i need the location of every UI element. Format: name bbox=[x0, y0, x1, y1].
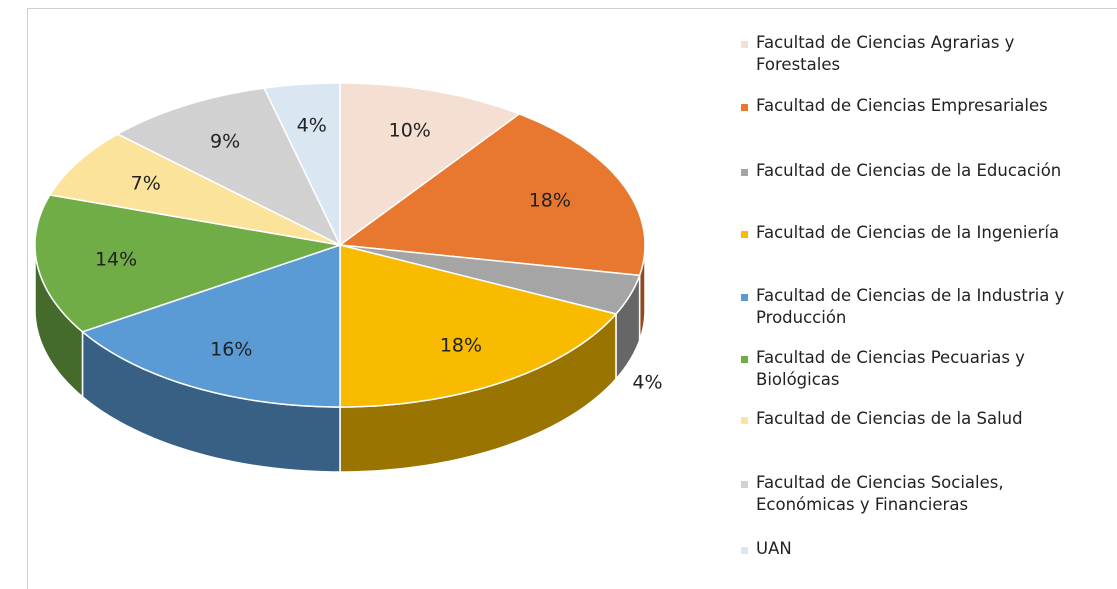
legend-swatch bbox=[741, 231, 748, 238]
legend-label: Facultad de Ciencias de la Salud bbox=[756, 409, 1023, 428]
page: {"chart_data": {"type": "pie3d", "catego… bbox=[27, 0, 1117, 589]
legend-swatch bbox=[741, 41, 748, 48]
legend-item: Facultad de Ciencias Sociales, Económica… bbox=[738, 472, 1101, 516]
legend-swatch bbox=[741, 481, 748, 488]
legend-label: Facultad de Ciencias de la Industria y P… bbox=[756, 286, 1065, 327]
slice bbox=[263, 82, 341, 246]
slice bbox=[339, 244, 618, 408]
slice bbox=[339, 244, 641, 315]
slice bbox=[80, 243, 341, 408]
legend-label: Facultad de Ciencias Agrarias y Forestal… bbox=[756, 33, 1015, 74]
legend-item: Facultad de Ciencias de la Ingeniería bbox=[738, 222, 1117, 244]
legend-label: Facultad de Ciencias de la Ingeniería bbox=[756, 223, 1060, 242]
legend-item: Facultad de Ciencias Agrarias y Forestal… bbox=[738, 32, 1101, 76]
data-label: 4% bbox=[297, 115, 327, 137]
legend: Facultad de Ciencias Agrarias y Forestal… bbox=[738, 0, 1117, 572]
data-label: 16% bbox=[210, 339, 252, 361]
data-label: 18% bbox=[529, 189, 571, 211]
chart-frame bbox=[27, 8, 1117, 589]
legend-label: Facultad de Ciencias Empresariales bbox=[756, 96, 1048, 115]
slice bbox=[34, 194, 341, 333]
legend-swatch bbox=[741, 104, 748, 111]
legend-item: Facultad de Ciencias Pecuarias y Biológi… bbox=[738, 347, 1101, 391]
legend-swatch bbox=[741, 417, 748, 424]
data-label: 10% bbox=[389, 119, 431, 141]
legend-item: Facultad de Ciencias Empresariales bbox=[738, 95, 1117, 117]
legend-label: Facultad de Ciencias Sociales, Económica… bbox=[756, 473, 1004, 514]
legend-swatch bbox=[741, 294, 748, 301]
pie-chart: 10% 18% 4% 18% 16% 14% 7% 9% 4% bbox=[34, 82, 663, 473]
legend-item: Facultad de Ciencias de la Industria y P… bbox=[738, 285, 1101, 329]
data-label: 4% bbox=[632, 372, 662, 394]
legend-item: Facultad de Ciencias de la Educación bbox=[738, 160, 1101, 182]
slice bbox=[337, 113, 646, 277]
legend-item: Facultad de Ciencias de la Salud bbox=[738, 408, 1101, 430]
slice bbox=[116, 87, 342, 247]
legend-label: Facultad de Ciencias de la Educación bbox=[756, 161, 1062, 180]
data-label: 14% bbox=[95, 249, 137, 271]
data-label: 9% bbox=[210, 130, 240, 152]
legend-swatch bbox=[741, 169, 748, 176]
data-label: 18% bbox=[440, 335, 482, 357]
slice bbox=[339, 82, 521, 247]
legend-swatch bbox=[741, 547, 748, 554]
legend-label: UAN bbox=[756, 539, 792, 558]
legend-item: UAN bbox=[738, 538, 1101, 560]
data-label: 7% bbox=[131, 172, 161, 194]
legend-swatch bbox=[741, 356, 748, 363]
slice bbox=[48, 133, 341, 246]
legend-label: Facultad de Ciencias Pecuarias y Biológi… bbox=[756, 348, 1025, 389]
